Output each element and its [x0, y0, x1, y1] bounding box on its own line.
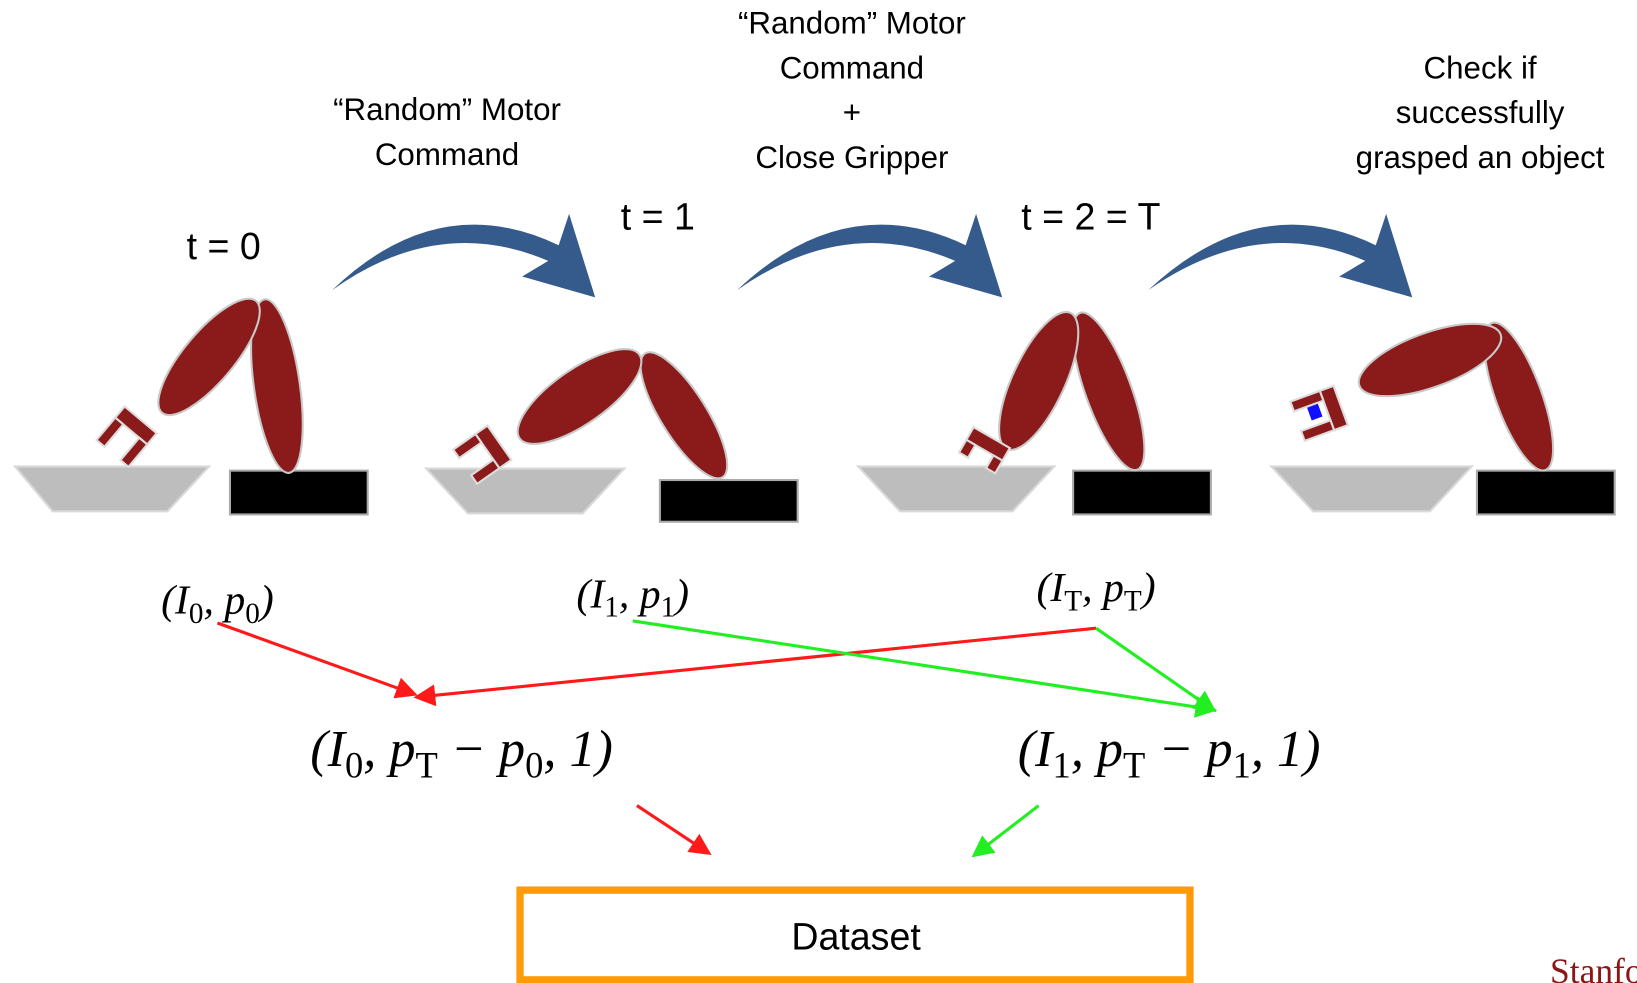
math-text: ) [673, 571, 689, 617]
math-subscript: 1 [604, 592, 619, 624]
footer: Stanford University [1550, 951, 1637, 983]
time-label: t = 2 = T [1021, 196, 1160, 238]
caption-line: Close Gripper [755, 140, 948, 175]
caption-line: Check if [1424, 50, 1537, 85]
math-text: , p [204, 578, 246, 624]
math-subscript: T [1123, 744, 1145, 785]
math-subscript: 1 [661, 592, 676, 624]
math-text: ) [1140, 565, 1156, 611]
math-text: , 1) [1251, 721, 1321, 778]
caption-line: Command [375, 137, 519, 172]
math-text: (I [1018, 721, 1055, 778]
robot-0 [15, 285, 368, 515]
math-text: , 1) [543, 721, 613, 778]
robot-2 [858, 302, 1211, 515]
math-subscript: 0 [345, 744, 363, 785]
math-text: (I [576, 571, 606, 617]
diagram: Dataset Stanford University “Random” Mot… [0, 0, 1637, 983]
caption-line: Command [780, 50, 924, 85]
time-label: t = 0 [187, 225, 261, 267]
math-subscript: 1 [1053, 744, 1071, 785]
caption-line: successfully [1396, 95, 1565, 130]
page: {"captions": [ {"lines": ["“Random” Moto… [0, 0, 1637, 983]
math-subscript: 0 [525, 744, 543, 785]
math-label: (I1, pT − p1, 1) [1018, 721, 1321, 785]
caption-line: “Random” Motor [738, 5, 966, 40]
math-text: (I [310, 721, 347, 778]
caption-line: + [843, 95, 861, 130]
robot-3 [1271, 309, 1614, 515]
math-subscript: T [415, 744, 437, 785]
caption-line: “Random” Motor [333, 92, 561, 127]
time-label: t = 1 [621, 196, 695, 238]
math-text: , p [363, 721, 415, 778]
math-text: (I [1037, 565, 1067, 611]
math-text: , p [619, 571, 661, 617]
caption-line: grasped an object [1356, 140, 1605, 175]
math-label: (I1, p1) [576, 571, 689, 623]
math-text: − p [438, 721, 525, 778]
math-label: (I0, pT − p0, 1) [310, 721, 613, 785]
math-text: (I [161, 578, 191, 624]
math-label: (I0, p0) [161, 578, 274, 630]
math-subscript: 0 [245, 598, 260, 630]
math-subscript: 1 [1233, 744, 1251, 785]
math-subscript: T [1124, 585, 1142, 617]
math-subscript: T [1064, 585, 1082, 617]
math-text: ) [258, 578, 274, 624]
math-text: , p [1082, 565, 1124, 611]
math-text: − p [1145, 721, 1232, 778]
dataset-label: Dataset [791, 916, 921, 958]
math-subscript: 0 [189, 598, 204, 630]
math-label: (IT, pT) [1037, 565, 1156, 617]
math-text: , p [1071, 721, 1123, 778]
step-arrows [332, 214, 1412, 297]
robot-1 [426, 332, 797, 521]
